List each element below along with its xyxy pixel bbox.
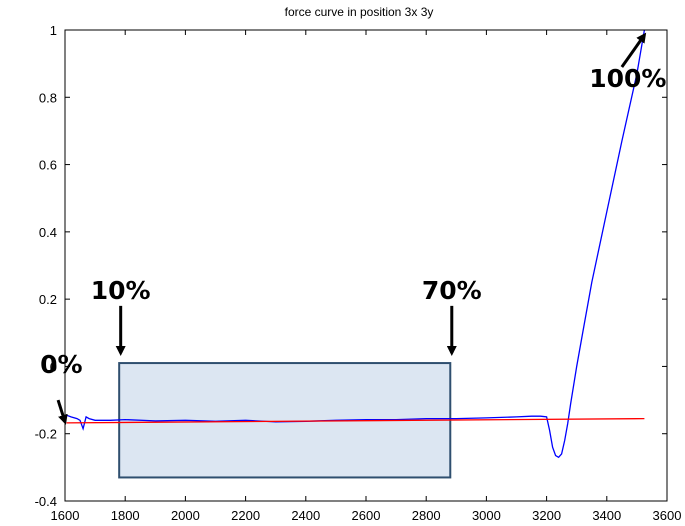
- annotation-layer: 0% 10% 70% 100%: [40, 32, 666, 425]
- annotation-arrow: [620, 32, 647, 68]
- chart-title: force curve in position 3x 3y: [285, 5, 434, 19]
- series-line-2: [66, 417, 645, 424]
- annotation-arrow: [56, 399, 68, 425]
- x-tick-label: 2800: [412, 508, 441, 523]
- annotation-label: 0%: [40, 350, 82, 379]
- series-line-1: [66, 30, 646, 459]
- ticks-layer: 1600 1800 2000 2200 2400 2600 2800 3000 3200 3400…: [35, 23, 682, 523]
- x-tick-label: 3600: [653, 508, 682, 523]
- annotation-label: 100%: [589, 64, 666, 93]
- annotation-label: 70%: [422, 276, 482, 305]
- x-tick-label: 2400: [291, 508, 320, 523]
- x-tick-label: 2600: [352, 508, 381, 523]
- y-tick-label: 0: [50, 359, 57, 374]
- x-tick-label: 1600: [51, 508, 80, 523]
- y-tick-label: 0.2: [39, 292, 57, 307]
- y-tick-label: 0.6: [39, 158, 57, 173]
- x-tick-label: 3000: [472, 508, 501, 523]
- y-tick-label: 0.8: [39, 90, 57, 105]
- y-tick-label: 1: [50, 23, 57, 38]
- series-layer: [66, 30, 646, 459]
- x-tick-label: 2200: [231, 508, 260, 523]
- x-tick-label: 2000: [171, 508, 200, 523]
- y-tick-label: -0.2: [35, 427, 57, 442]
- annotation-label: 10%: [91, 276, 151, 305]
- x-tick-label: 3400: [592, 508, 621, 523]
- x-tick-label: 1800: [111, 508, 140, 523]
- x-tick-label: 3200: [532, 508, 561, 523]
- y-tick-label: -0.4: [35, 494, 57, 509]
- y-tick-label: 0.4: [39, 225, 57, 240]
